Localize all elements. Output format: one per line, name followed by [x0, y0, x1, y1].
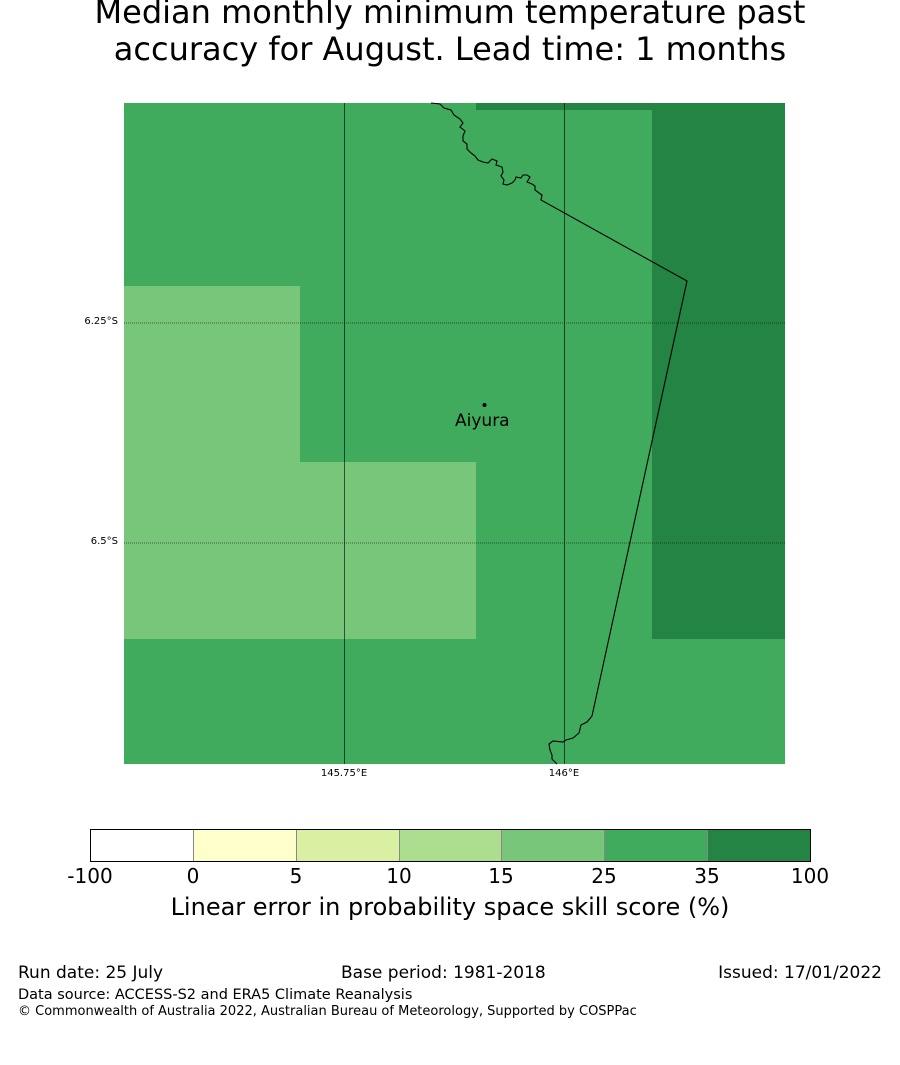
colorbar-tick-label: 10	[386, 864, 412, 888]
map-region-15-25-west-upper	[124, 286, 300, 463]
lon-label-146: 146°E	[548, 768, 580, 779]
colorbar-tick-label: 15	[488, 864, 514, 888]
lon-label-145-75: 145.75°E	[320, 768, 368, 779]
colorbar-tick-label: -100	[67, 864, 113, 888]
colorbar-tick-label: 0	[186, 864, 200, 888]
lat-label-6-5: 6.5°S	[90, 536, 118, 547]
colorbar-bin-2	[193, 829, 297, 862]
run-date: Run date: 25 July	[18, 963, 164, 983]
lat-label-6-25: 6.25°S	[84, 316, 118, 327]
title-line-1: Median monthly minimum temperature past	[94, 0, 806, 31]
colorbar-bin-6	[604, 829, 708, 862]
chart-title: Median monthly minimum temperature past …	[0, 0, 900, 68]
base-period: Base period: 1981-2018	[341, 963, 546, 983]
colorbar-outline	[90, 829, 811, 862]
aiyura-marker	[482, 403, 487, 407]
colorbar-tick-label: 35	[694, 864, 720, 888]
colorbar-bin-3	[296, 829, 400, 862]
copyright: © Commonwealth of Australia 2022, Austra…	[18, 1004, 637, 1019]
coastline	[430, 102, 688, 765]
place-label-aiyura: Aiyura	[455, 411, 510, 431]
colorbar-bin-4	[399, 829, 502, 862]
map-region-35-100-east	[652, 103, 785, 639]
colorbar-bin-5	[501, 829, 605, 862]
colorbar-bin-1	[90, 829, 194, 862]
colorbar	[90, 829, 811, 862]
title-line-2: accuracy for August. Lead time: 1 months	[113, 30, 787, 68]
colorbar-tick-label: 100	[790, 864, 830, 888]
colorbar-tick-label: 25	[591, 864, 617, 888]
colorbar-title: Linear error in probability space skill …	[170, 893, 730, 921]
map-region-15-25-west-lower	[124, 462, 476, 639]
map-region-35-100-top-strip	[476, 103, 785, 110]
colorbar-bin-7	[707, 829, 811, 862]
issued-date: Issued: 17/01/2022	[718, 963, 882, 983]
colorbar-tick-label: 5	[289, 864, 303, 888]
data-source: Data source: ACCESS-S2 and ERA5 Climate …	[18, 987, 413, 1003]
